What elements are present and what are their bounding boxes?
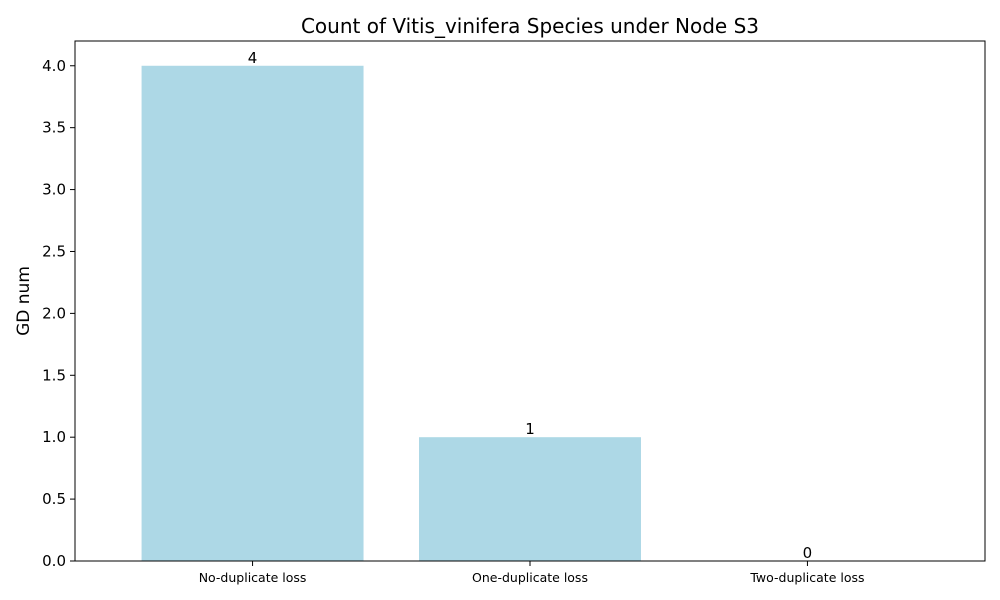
- y-tick-label-6: 3.0: [42, 181, 66, 199]
- bar-0: [141, 65, 364, 561]
- y-tick-label-8: 4.0: [42, 57, 66, 75]
- y-tick-label-0: 0.0: [42, 552, 66, 570]
- x-tick-label-2: Two-duplicate loss: [749, 570, 864, 585]
- y-tick-label-3: 1.5: [42, 366, 66, 384]
- y-axis: 0.0 0.5 1.0 1.5 2.0 2.5 3.0 3.5 4.0: [42, 57, 75, 570]
- data-label-2: 0: [803, 544, 813, 562]
- y-axis-label: GD num: [14, 266, 34, 336]
- chart-title: Count of Vitis_vinifera Species under No…: [301, 14, 759, 38]
- x-tick-label-1: One-duplicate loss: [472, 570, 588, 585]
- x-tick-label-0: No-duplicate loss: [199, 570, 307, 585]
- y-tick-label-7: 3.5: [42, 119, 66, 137]
- y-tick-label-2: 1.0: [42, 428, 66, 446]
- bars-group: [141, 65, 641, 561]
- bar-1: [419, 437, 641, 561]
- x-axis: No-duplicate loss One-duplicate loss Two-d…: [199, 561, 865, 585]
- y-tick-label-5: 2.5: [42, 242, 66, 260]
- data-label-1: 1: [525, 420, 535, 438]
- data-labels-group: 4 1 0: [248, 49, 812, 562]
- y-tick-label-1: 0.5: [42, 490, 66, 508]
- data-label-0: 4: [248, 49, 258, 67]
- y-tick-label-4: 2.0: [42, 304, 66, 322]
